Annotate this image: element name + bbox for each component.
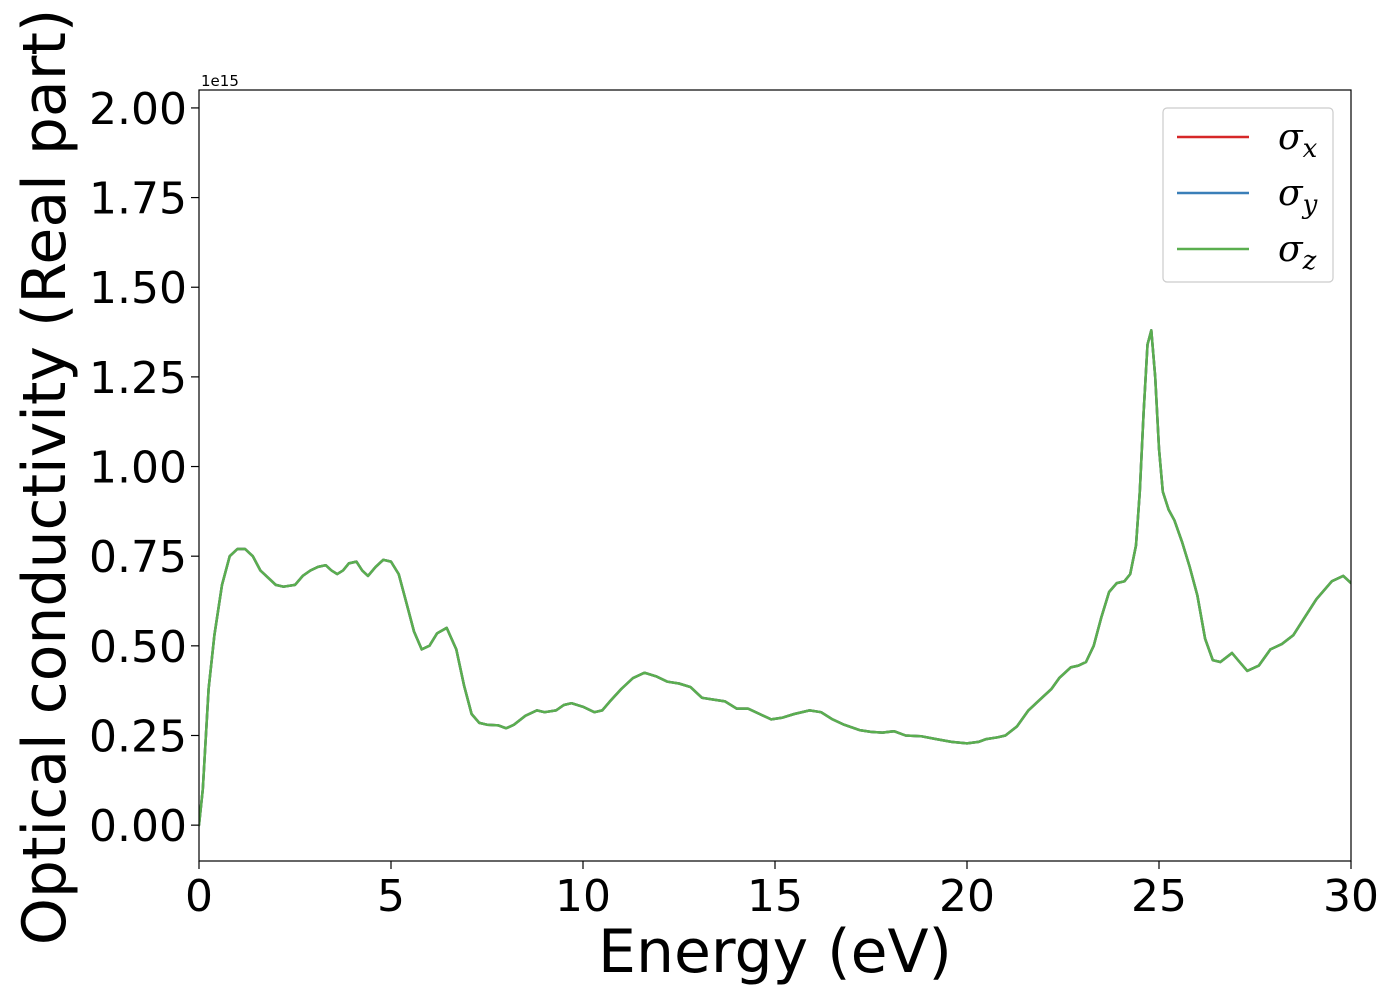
legend-label-z: σz <box>1278 229 1317 276</box>
x-tick-label: 20 <box>939 871 995 922</box>
x-tick-label: 15 <box>747 871 803 922</box>
y-axis-title: Optical conductivity (Real part) <box>10 9 80 946</box>
x-tick-label: 0 <box>185 871 213 922</box>
x-tick-label: 30 <box>1323 871 1379 922</box>
y-tick-label: 1.00 <box>89 443 187 494</box>
y-tick-label: 1.50 <box>89 263 187 314</box>
series-layer <box>199 329 1351 827</box>
y-tick-label: 1.75 <box>89 174 187 225</box>
y-tick-label: 0.75 <box>89 532 187 583</box>
y-tick-label: 0.25 <box>89 711 187 762</box>
x-tick-label: 10 <box>555 871 611 922</box>
y-offset-label: 1e15 <box>201 72 239 90</box>
legend-label-x: σx <box>1278 117 1318 164</box>
y-tick-label: 0.00 <box>89 801 187 852</box>
series-line-y <box>199 329 1351 827</box>
legend-box <box>1162 107 1334 283</box>
series-line-x <box>199 329 1351 827</box>
y-tick-label: 2.00 <box>89 84 187 135</box>
y-axis: 0.00 0.25 0.50 0.75 1.00 1.25 1.50 1.75 2.00 <box>89 84 199 852</box>
y-tick-label: 1.25 <box>89 353 187 404</box>
y-tick-label: 0.50 <box>89 622 187 673</box>
legend: σx σy σz <box>1162 107 1334 283</box>
legend-label-y: σy <box>1278 173 1318 220</box>
x-tick-label: 5 <box>377 871 405 922</box>
x-axis-title: Energy (eV) <box>598 917 952 987</box>
x-tick-label: 25 <box>1131 871 1187 922</box>
series-line-z <box>199 329 1351 827</box>
x-axis: 0 5 10 15 20 25 30 <box>185 861 1379 922</box>
